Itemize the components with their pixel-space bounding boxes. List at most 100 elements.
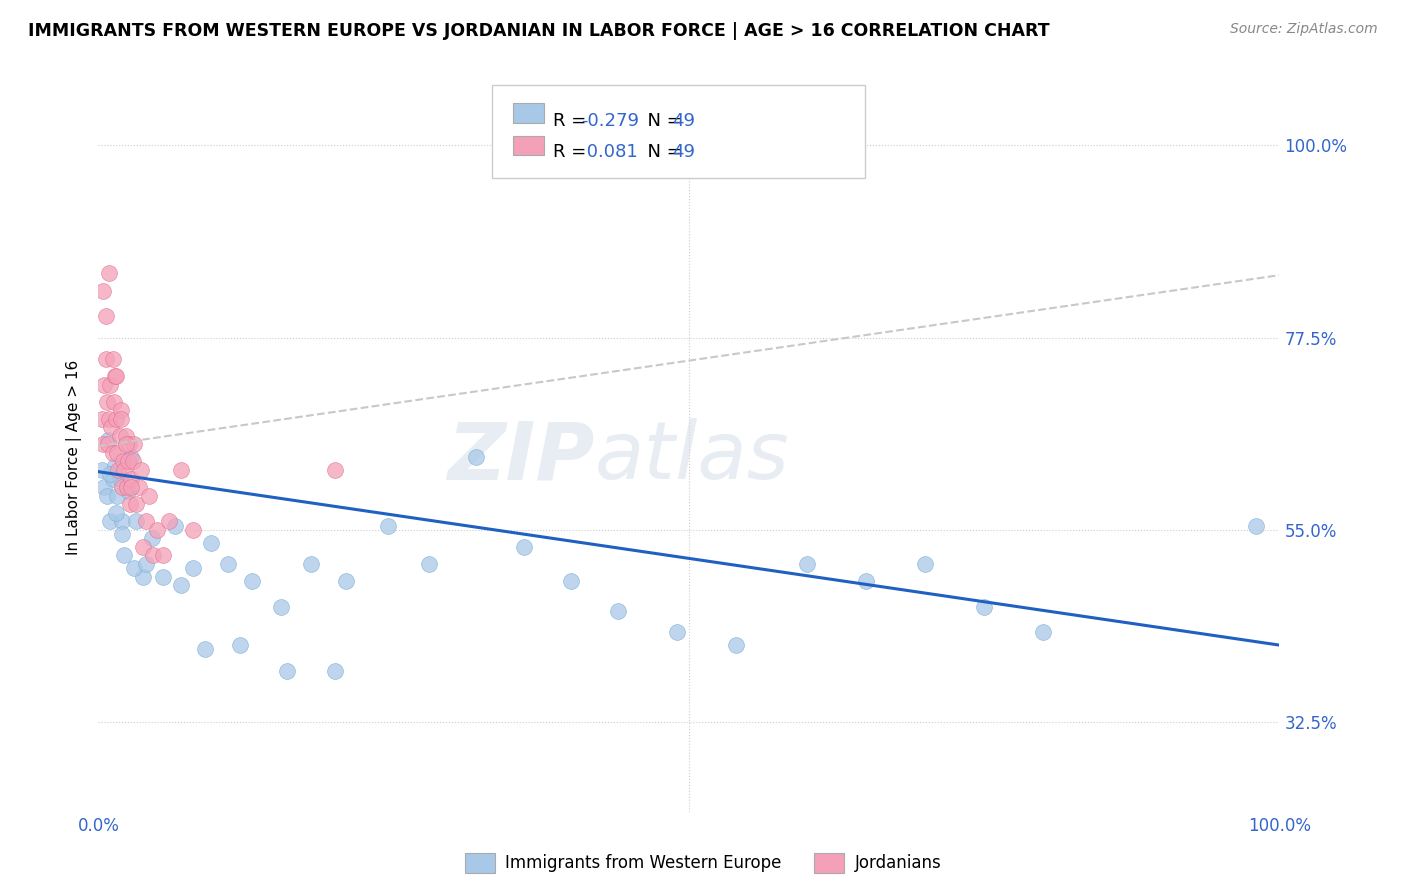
Text: 49: 49 (672, 143, 695, 161)
Text: N =: N = (636, 143, 688, 161)
Point (101, 446, 124, 460)
Point (725, 638, 748, 652)
Text: R =: R = (553, 143, 592, 161)
Point (181, 523, 204, 537)
Point (96, 489, 118, 503)
Point (96, 394, 118, 409)
Point (125, 514, 148, 528)
Point (97, 437, 120, 451)
Point (335, 574, 357, 588)
Point (152, 570, 174, 584)
Point (181, 561, 204, 575)
Point (666, 625, 689, 640)
Point (135, 557, 157, 571)
Point (114, 429, 136, 443)
Point (114, 437, 136, 451)
Point (138, 489, 160, 503)
Point (105, 446, 128, 460)
Point (103, 394, 125, 409)
Point (111, 514, 134, 528)
Point (1032, 625, 1054, 640)
Point (323, 664, 346, 678)
Point (91, 437, 114, 451)
Point (110, 411, 132, 425)
Text: IMMIGRANTS FROM WESTERN EUROPE VS JORDANIAN IN LABOR FORCE | AGE > 16 CORRELATIO: IMMIGRANTS FROM WESTERN EUROPE VS JORDAN… (28, 22, 1050, 40)
Point (270, 599, 292, 614)
Point (146, 523, 169, 537)
Point (152, 549, 174, 563)
Point (108, 471, 131, 485)
Point (101, 471, 124, 485)
Point (97, 433, 120, 447)
Point (100, 420, 122, 434)
Text: atlas: atlas (595, 418, 789, 496)
Point (112, 549, 135, 563)
Point (112, 454, 135, 468)
Point (194, 642, 217, 657)
Point (855, 574, 877, 588)
Point (914, 557, 936, 571)
Point (128, 480, 150, 494)
Point (94, 351, 117, 366)
Point (323, 463, 346, 477)
Point (418, 557, 440, 571)
Point (107, 463, 129, 477)
Point (132, 570, 155, 584)
Point (121, 450, 143, 464)
Point (98, 514, 121, 528)
Point (796, 557, 818, 571)
Text: N =: N = (636, 112, 688, 129)
Text: Source: ZipAtlas.com: Source: ZipAtlas.com (1230, 22, 1378, 37)
Point (104, 458, 127, 473)
Point (105, 506, 128, 520)
Point (120, 497, 142, 511)
Point (98, 467, 121, 482)
Point (135, 514, 157, 528)
Point (121, 471, 143, 485)
Point (98, 411, 121, 425)
Point (115, 480, 138, 494)
Point (111, 527, 134, 541)
Point (104, 369, 127, 384)
Point (93, 480, 115, 494)
Y-axis label: In Labor Force | Age > 16: In Labor Force | Age > 16 (66, 359, 83, 555)
Point (91, 463, 114, 477)
Point (108, 429, 131, 443)
Point (105, 411, 128, 425)
Point (121, 454, 143, 468)
Text: 0.081: 0.081 (581, 143, 637, 161)
Point (973, 599, 995, 614)
Point (110, 403, 132, 417)
Point (122, 437, 145, 451)
Point (111, 480, 134, 494)
Point (132, 540, 155, 554)
Point (117, 454, 139, 468)
Point (165, 518, 187, 533)
Point (122, 561, 145, 575)
Point (217, 557, 239, 571)
Point (200, 535, 222, 549)
Point (240, 574, 263, 588)
Point (276, 664, 298, 678)
Point (117, 484, 139, 499)
Point (94, 309, 117, 323)
Point (129, 463, 152, 477)
Point (465, 450, 488, 464)
Point (105, 489, 128, 503)
Point (607, 604, 630, 618)
Point (141, 531, 163, 545)
Point (98, 267, 121, 281)
Text: 49: 49 (672, 112, 695, 129)
Point (170, 578, 193, 592)
Point (560, 574, 582, 588)
Point (1244, 518, 1267, 533)
Point (377, 518, 399, 533)
Point (512, 540, 534, 554)
Point (112, 463, 135, 477)
Legend: Immigrants from Western Europe, Jordanians: Immigrants from Western Europe, Jordania… (458, 847, 948, 880)
Text: ZIP: ZIP (447, 418, 595, 496)
Point (125, 497, 148, 511)
Point (157, 514, 180, 528)
Text: -0.279: -0.279 (581, 112, 638, 129)
Point (91, 284, 114, 298)
